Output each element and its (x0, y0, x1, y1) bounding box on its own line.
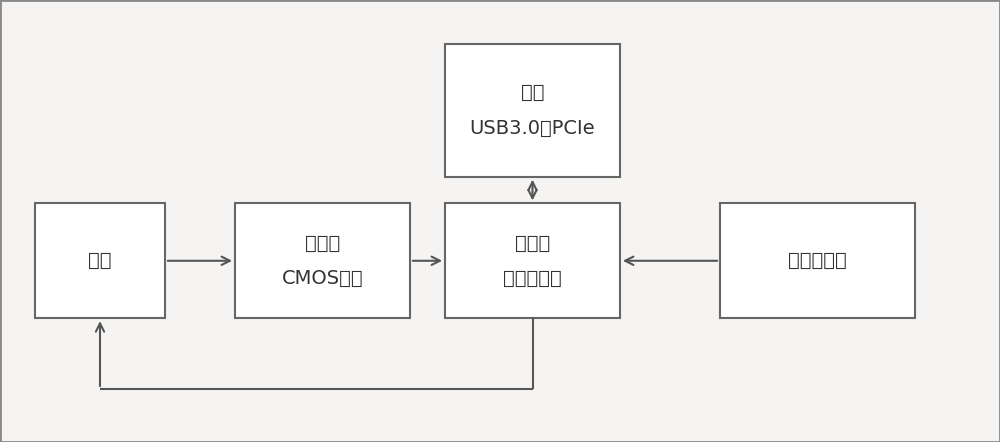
Bar (445, 203, 620, 318)
Text: 可编程逻辑: 可编程逻辑 (503, 269, 562, 288)
Text: 门阵列: 门阵列 (515, 234, 550, 252)
Bar (445, 44, 620, 177)
Text: 温度传感器: 温度传感器 (788, 251, 847, 270)
Text: USB3.0或PCIe: USB3.0或PCIe (470, 119, 595, 137)
Bar (35, 203, 165, 318)
Bar (235, 203, 410, 318)
Text: CMOS图像: CMOS图像 (282, 269, 363, 288)
Text: 接口: 接口 (521, 84, 544, 102)
Text: 光源: 光源 (88, 251, 112, 270)
Bar (720, 203, 915, 318)
Text: 传感器: 传感器 (305, 234, 340, 252)
